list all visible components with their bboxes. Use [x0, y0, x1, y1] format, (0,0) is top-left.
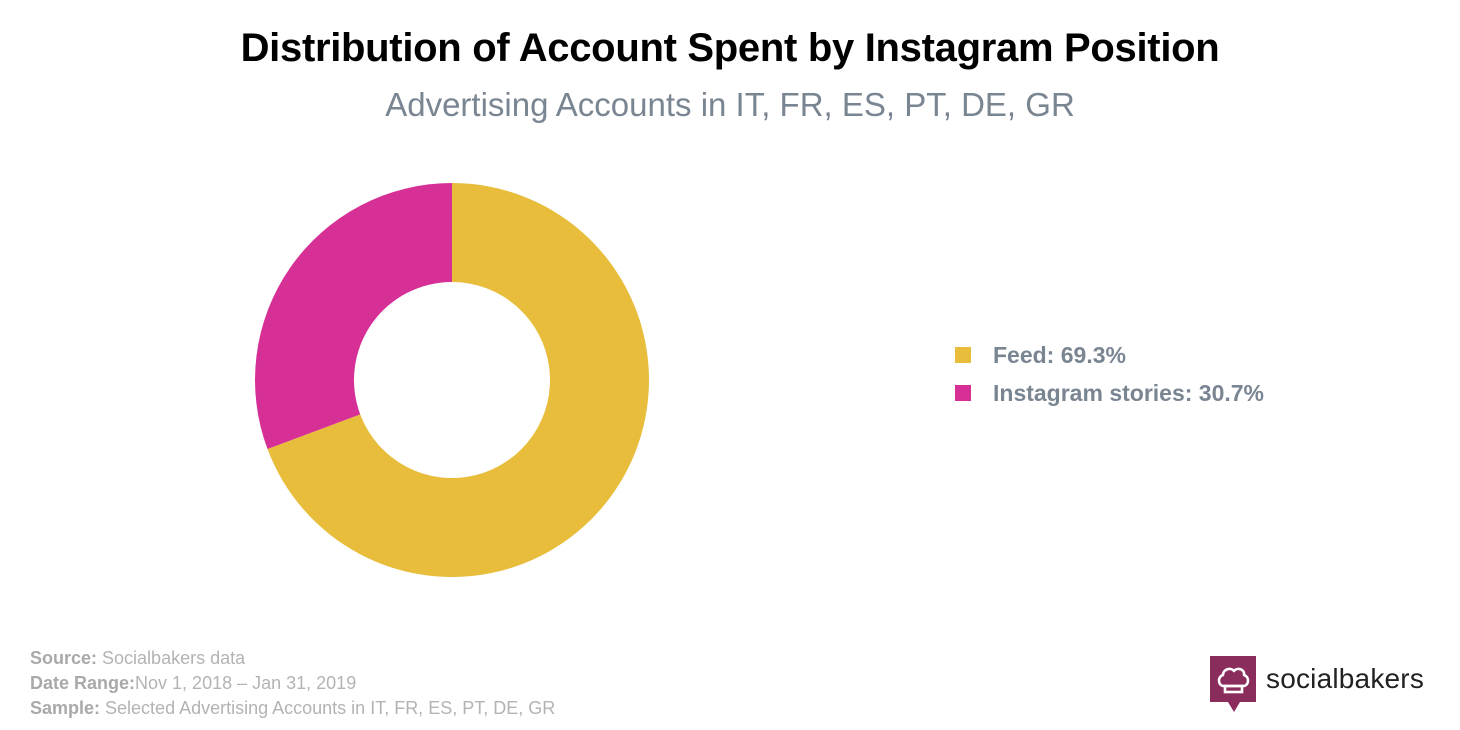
footer-notes: Source: Socialbakers data Date Range:Nov…: [30, 646, 555, 721]
chef-hat-icon: [1210, 656, 1256, 712]
source-line: Source: Socialbakers data: [30, 646, 555, 671]
legend-label: Instagram stories: 30.7%: [993, 379, 1265, 406]
source-value: Socialbakers data: [97, 648, 246, 668]
brand-name: socialbakers: [1266, 663, 1425, 694]
donut-chart: [255, 183, 649, 577]
sample-label: Sample:: [30, 698, 101, 718]
legend-item-instagram-stories: Instagram stories: 30.7%: [955, 374, 1264, 412]
legend-label: Feed: 69.3%: [993, 341, 1126, 368]
chart-title: Distribution of Account Spent by Instagr…: [240, 26, 1220, 70]
date-range-value: Nov 1, 2018 – Jan 31, 2019: [135, 673, 357, 693]
donut-slices: [255, 183, 649, 577]
source-label: Source:: [30, 648, 98, 668]
legend: Feed: 69.3% Instagram stories: 30.7%: [955, 336, 1264, 412]
date-range-line: Date Range:Nov 1, 2018 – Jan 31, 2019: [30, 671, 555, 696]
date-range-label: Date Range:: [30, 673, 136, 693]
chart-subtitle: Advertising Accounts in IT, FR, ES, PT, …: [385, 86, 1075, 123]
brand-logo: socialbakers: [1210, 656, 1425, 712]
sample-line: Sample: Selected Advertising Accounts in…: [30, 696, 555, 721]
legend-item-feed: Feed: 69.3%: [955, 336, 1264, 374]
legend-swatch: [955, 385, 971, 401]
sample-value: Selected Advertising Accounts in IT, FR,…: [100, 698, 556, 718]
legend-swatch: [955, 347, 971, 363]
slice-instagram-stories: [255, 183, 452, 450]
slice-feed: [267, 183, 649, 577]
